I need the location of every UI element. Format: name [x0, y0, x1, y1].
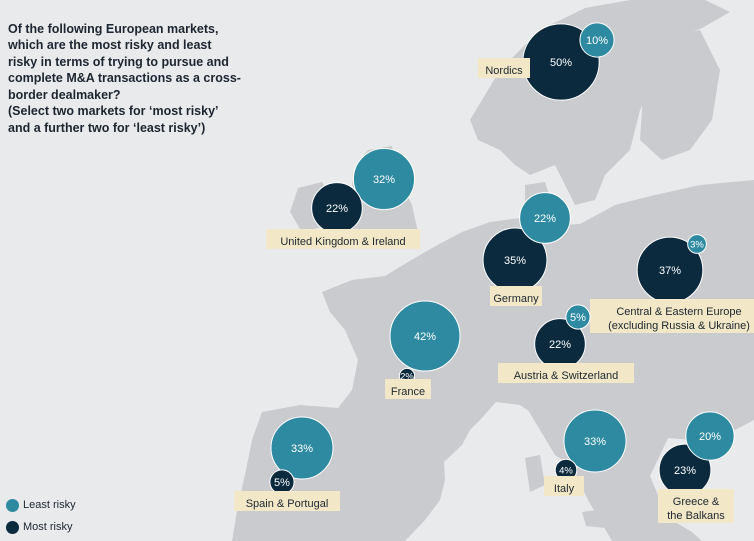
bubble-germany-least-risky [519, 192, 571, 244]
bubble-value-greece-least-risky: 20% [699, 431, 721, 443]
bubble-greece-least-risky [685, 411, 735, 461]
question-line: which are the most risky and least [8, 38, 212, 52]
question-line: complete M&A transactions as a cross- [8, 71, 241, 85]
market-label-nordics: Nordics [485, 65, 523, 77]
land-finland [640, 30, 720, 160]
bubble-value-austria-least-risky: 5% [570, 312, 586, 324]
question-line: Of the following European markets, [8, 21, 219, 36]
market-label-spain: Spain & Portugal [246, 498, 329, 510]
market-germany: 35% 22% Germany [482, 192, 571, 306]
bubble-nordics-least-risky [579, 22, 615, 58]
label-box-germany [490, 286, 542, 306]
market-italy: 33% 4% Italy [544, 409, 627, 496]
bubble-value-nordics-most-risky: 50% [550, 57, 572, 69]
legend: Least risky Most risky [6, 494, 76, 538]
market-label-cee-line2: (excluding Russia & Ukraine) [608, 320, 750, 332]
legend-swatch-least-risky [6, 498, 19, 512]
bubble-value-germany-most-risky: 35% [504, 255, 526, 267]
legend-item-least-risky: Least risky [6, 494, 76, 516]
bubble-cee-least-risky [687, 234, 707, 254]
legend-label-least-risky: Least risky [23, 499, 76, 511]
bubble-value-cee-most-risky: 37% [659, 265, 681, 277]
label-box-france [385, 379, 431, 399]
bubble-value-cee-least-risky: 3% [690, 239, 704, 250]
label-box-austria [498, 363, 634, 383]
bubble-value-nordics-least-risky: 10% [586, 35, 608, 47]
bubble-value-italy-most-risky: 4% [559, 465, 573, 476]
bubble-value-uk-least-risky: 32% [373, 174, 395, 186]
market-label-austria: Austria & Switzerland [514, 370, 619, 382]
bubble-value-uk-most-risky: 22% [326, 203, 348, 215]
market-label-cee: Central & Eastern Europe [616, 306, 741, 318]
bubble-uk-least-risky [352, 147, 416, 211]
bubble-austria-least-risky [565, 304, 591, 330]
bubble-spain-least-risky [270, 416, 334, 480]
market-label-uk: United Kingdom & Ireland [280, 236, 405, 248]
land-sardinia [525, 455, 545, 492]
market-spain: 33% 5% Spain & Portugal [234, 416, 340, 511]
legend-swatch-most-risky [6, 520, 19, 534]
bubble-layer: 50% 10% Nordics 32% 22% United Kingdom & Irel… [234, 22, 754, 523]
label-box-uk [266, 229, 420, 249]
market-nordics: 50% 10% Nordics [478, 22, 615, 101]
land-sicily [582, 508, 612, 528]
market-uk: 32% 22% United Kingdom & Ireland [266, 147, 420, 249]
market-france: 42% 2% France [385, 300, 461, 399]
bubble-value-spain-most-risky: 5% [274, 477, 290, 489]
bubble-value-france-least-risky: 42% [414, 331, 436, 343]
market-cee: 37% 3% Central & Eastern Europe (excluding … [590, 234, 754, 333]
legend-item-most-risky: Most risky [6, 516, 76, 538]
legend-label-most-risky: Most risky [23, 521, 73, 533]
bubble-value-germany-least-risky: 22% [534, 213, 556, 225]
bubble-value-austria-most-risky: 22% [549, 339, 571, 351]
label-box-nordics [478, 58, 530, 78]
question-line: border dealmaker? [8, 87, 121, 102]
label-box-spain [234, 491, 340, 511]
bubble-value-greece-most-risky: 23% [674, 465, 696, 477]
label-box-cee [590, 299, 754, 333]
bubble-value-france-most-risky: 2% [400, 371, 414, 382]
market-greece: 23% 20% Greece & the Balkans [658, 411, 735, 523]
question-line: risky in terms of trying to pursue and [8, 54, 229, 69]
bubble-italy-least-risky [563, 409, 627, 473]
label-box-italy [544, 476, 584, 496]
market-label-france: France [391, 386, 425, 398]
bubble-value-italy-least-risky: 33% [584, 436, 606, 448]
chart-question-title: Of the following European markets, which… [8, 4, 248, 136]
bubble-value-spain-least-risky: 33% [291, 443, 313, 455]
question-line: and a further two for ‘least risky’) [8, 120, 206, 135]
market-austria: 22% 5% Austria & Switzerland [498, 304, 634, 383]
market-label-greece: Greece & [673, 496, 720, 508]
market-label-italy: Italy [554, 483, 575, 495]
bubble-france-least-risky [389, 300, 461, 372]
market-label-greece-line2: the Balkans [667, 510, 725, 522]
label-box-greece [658, 489, 734, 523]
question-line: (Select two markets for ‘most risky’ [8, 104, 219, 118]
market-label-germany: Germany [493, 293, 539, 305]
